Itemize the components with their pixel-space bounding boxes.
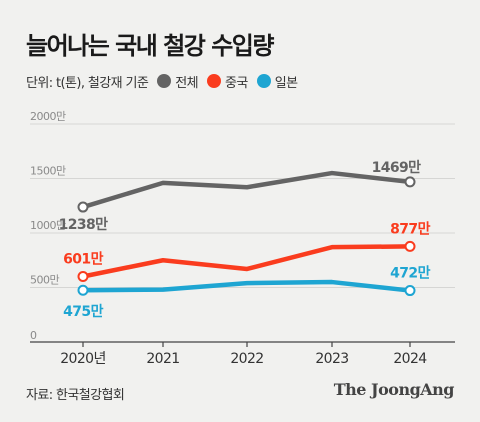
y-tick-label: 1000만 <box>30 219 66 232</box>
chart-title: 늘어나는 국내 철강 수입량 <box>26 32 274 60</box>
series-line-2 <box>80 279 413 293</box>
series-line-1 <box>80 244 413 279</box>
y-tick-label: 2000만 <box>30 110 66 123</box>
legend-label-total: 전체 <box>175 75 198 91</box>
y-tick-label: 500만 <box>30 274 59 287</box>
series-endpoint <box>404 285 416 297</box>
series-endpoint <box>404 240 416 252</box>
data-label: 877만 <box>390 221 430 237</box>
legend-item-japan: 일본 <box>256 72 298 91</box>
legend-dot-total <box>157 74 172 88</box>
series-endpoint <box>77 201 89 213</box>
source-note: 자료: 한국철강협회 <box>26 388 125 403</box>
brand-logo: The JoongAng <box>333 380 455 399</box>
series-line-0 <box>80 170 413 210</box>
data-label: 475만 <box>63 304 103 320</box>
data-label: 1238만 <box>59 217 109 233</box>
legend-dot-china <box>206 74 221 88</box>
y-tick-label: 0 <box>30 329 37 342</box>
data-label: 601만 <box>63 251 103 267</box>
legend-item-china: 중국 <box>206 72 248 91</box>
unit-label: 단위: t(톤), 철강재 기준 <box>26 75 149 91</box>
legend-row: 단위: t(톤), 철강재 기준 전체 중국 일본 <box>26 72 298 91</box>
legend-dot-japan <box>256 74 271 88</box>
data-label: 472만 <box>390 266 430 282</box>
legend-item-total: 전체 <box>157 72 199 91</box>
x-tick-label: 2021 <box>146 351 179 367</box>
series-endpoint <box>77 284 89 296</box>
data-label: 1469만 <box>372 160 422 176</box>
x-tick-label: 2020년 <box>60 351 106 367</box>
y-tick-label: 1500만 <box>30 165 66 178</box>
x-tick-label: 2024 <box>393 351 427 367</box>
x-tick-label: 2023 <box>315 351 348 367</box>
series-endpoint <box>77 270 89 282</box>
x-tick-label: 2022 <box>230 351 263 367</box>
legend-label-japan: 일본 <box>274 75 298 91</box>
legend-label-china: 중국 <box>224 75 248 91</box>
series-endpoint <box>404 176 416 188</box>
